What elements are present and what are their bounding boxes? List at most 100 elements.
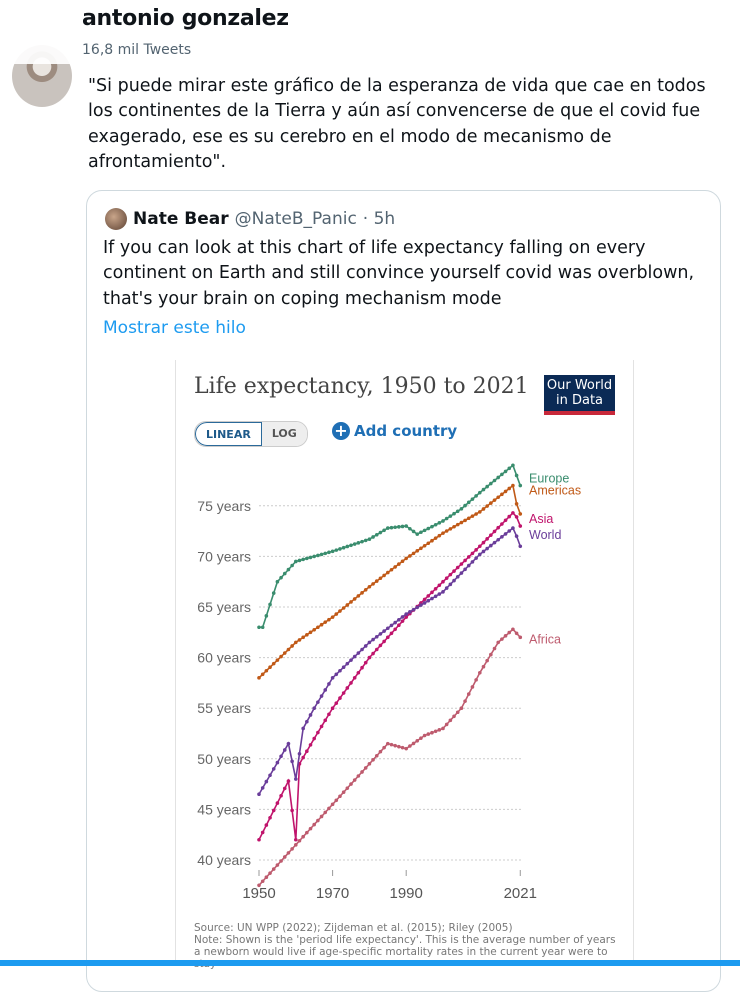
data-point-europe xyxy=(334,548,339,552)
data-point-africa xyxy=(448,718,453,723)
data-point-world xyxy=(500,535,504,539)
data-point-americas xyxy=(260,672,265,677)
log-button[interactable]: LOG xyxy=(261,422,307,446)
data-point-world xyxy=(286,741,291,746)
data-point-africa xyxy=(389,742,394,747)
quoted-author-handle[interactable]: @NateB_Panic xyxy=(234,209,357,229)
data-point-europe xyxy=(444,516,449,521)
show-thread-link[interactable]: Mostrar este hilo xyxy=(103,318,246,338)
data-point-asia xyxy=(282,786,287,791)
data-point-africa xyxy=(393,743,397,748)
data-point-world xyxy=(404,612,408,616)
series-label-americas: Americas xyxy=(529,484,581,498)
data-point-americas xyxy=(316,625,320,630)
data-point-asia xyxy=(400,619,405,623)
data-point-americas xyxy=(518,512,523,516)
data-point-europe xyxy=(389,525,394,530)
data-point-africa xyxy=(411,741,416,746)
data-point-africa xyxy=(305,830,309,835)
data-point-asia xyxy=(290,808,294,813)
data-point-asia xyxy=(437,583,442,588)
data-point-americas xyxy=(393,565,397,569)
data-point-europe xyxy=(319,552,324,557)
data-point-africa xyxy=(422,733,427,738)
data-point-europe xyxy=(397,525,401,529)
data-point-americas xyxy=(470,514,475,518)
data-point-world xyxy=(441,590,445,594)
data-point-africa xyxy=(316,818,320,823)
data-point-world xyxy=(378,632,383,636)
data-point-europe xyxy=(260,625,265,630)
data-point-world xyxy=(260,786,265,790)
data-point-americas xyxy=(503,489,508,494)
scale-toggle: LINEAR LOG xyxy=(194,421,308,447)
data-point-africa xyxy=(378,749,383,754)
data-point-asia xyxy=(371,651,375,656)
y-tick-label: 50 years xyxy=(197,751,251,767)
data-point-africa xyxy=(290,847,294,851)
data-point-americas xyxy=(400,559,405,564)
data-point-africa xyxy=(363,766,368,770)
data-point-europe xyxy=(478,490,482,495)
data-point-world xyxy=(345,661,350,666)
data-point-africa xyxy=(489,652,493,657)
data-point-world xyxy=(415,605,420,610)
data-point-europe xyxy=(286,567,291,572)
data-point-europe xyxy=(511,463,515,468)
profile-name: antonio gonzalez xyxy=(82,6,289,31)
data-point-africa xyxy=(279,859,283,863)
data-point-world xyxy=(312,706,316,710)
data-point-europe xyxy=(297,558,302,563)
data-point-asia xyxy=(422,597,427,602)
chart-title: Life expectancy, 1950 to 2021 xyxy=(194,374,529,399)
data-point-asia xyxy=(356,670,361,675)
quoted-avatar[interactable] xyxy=(105,208,127,230)
quoted-tweet[interactable]: Nate Bear @NateB_Panic · 5h If you can l… xyxy=(86,190,721,992)
linear-button[interactable]: LINEAR xyxy=(195,422,262,446)
quoted-author-name[interactable]: Nate Bear xyxy=(133,209,229,229)
data-point-europe xyxy=(422,528,427,533)
data-point-americas xyxy=(514,501,519,506)
data-point-africa xyxy=(426,732,431,736)
data-point-africa xyxy=(441,726,445,731)
data-point-asia xyxy=(330,706,335,710)
data-point-africa xyxy=(341,790,346,794)
data-point-asia xyxy=(312,736,316,741)
data-point-africa xyxy=(294,843,298,847)
data-point-europe xyxy=(507,466,512,471)
data-point-world xyxy=(433,594,438,599)
x-tick-label: 1950 xyxy=(242,885,275,902)
add-country-button[interactable]: + Add country xyxy=(332,422,457,440)
data-point-asia xyxy=(404,615,408,619)
data-point-europe xyxy=(378,530,383,535)
data-point-americas xyxy=(363,587,368,592)
data-point-americas xyxy=(397,562,401,566)
data-point-world xyxy=(386,626,390,631)
data-point-africa xyxy=(345,786,350,790)
data-point-europe xyxy=(426,526,431,531)
chart-image[interactable]: Life expectancy, 1950 to 2021 Our World … xyxy=(175,360,634,970)
data-point-asia xyxy=(441,579,445,584)
data-point-world xyxy=(419,603,423,607)
data-point-africa xyxy=(271,867,276,871)
data-point-europe xyxy=(360,539,364,544)
data-point-americas xyxy=(507,486,512,491)
y-tick-label: 75 years xyxy=(197,498,251,514)
data-point-world xyxy=(466,563,471,568)
data-point-europe xyxy=(489,481,493,486)
data-point-americas xyxy=(341,606,346,610)
data-point-world xyxy=(430,596,434,601)
y-tick-label: 55 years xyxy=(197,700,251,716)
data-point-africa xyxy=(286,851,291,855)
data-point-europe xyxy=(437,521,442,525)
data-point-europe xyxy=(466,500,471,505)
data-point-world xyxy=(474,556,478,560)
data-point-africa xyxy=(474,678,478,682)
data-point-americas xyxy=(301,635,305,640)
data-point-world xyxy=(503,532,508,536)
data-point-europe xyxy=(349,543,353,548)
data-point-europe xyxy=(352,542,357,546)
data-point-africa xyxy=(503,634,508,638)
data-point-asia xyxy=(316,730,320,735)
data-point-world xyxy=(408,610,412,614)
